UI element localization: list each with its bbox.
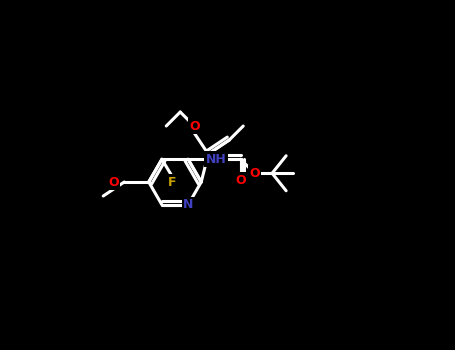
Text: O: O <box>108 175 119 189</box>
Text: F: F <box>168 175 177 189</box>
Text: NH: NH <box>206 153 227 166</box>
Text: O: O <box>249 167 260 180</box>
Text: O: O <box>235 174 246 187</box>
Text: O: O <box>189 119 200 133</box>
Text: N: N <box>183 198 193 211</box>
